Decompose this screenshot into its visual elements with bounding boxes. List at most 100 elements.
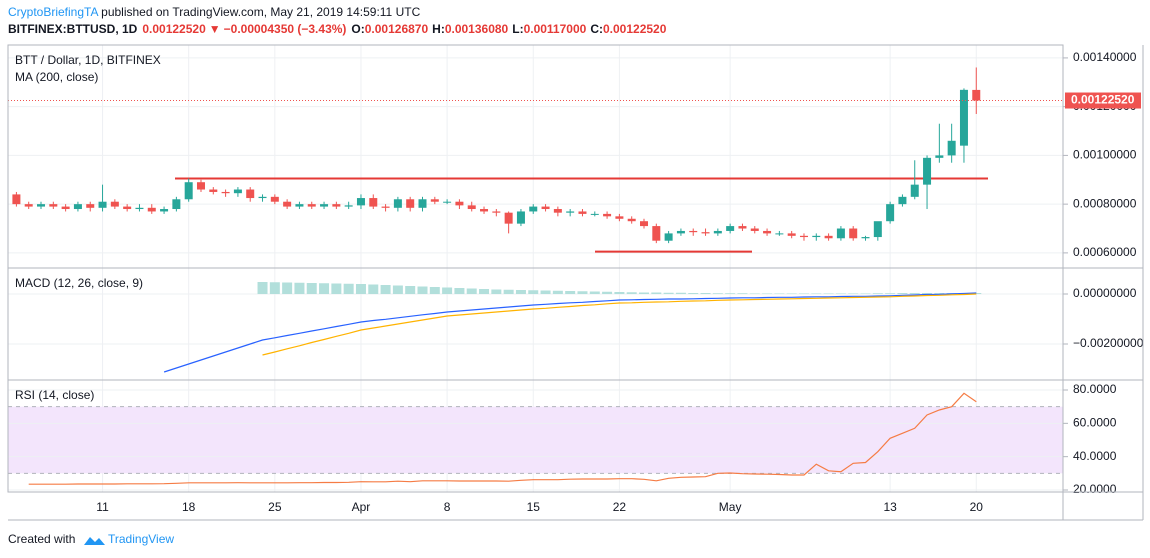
- candle-body: [160, 209, 169, 212]
- histogram-bar: [934, 293, 945, 294]
- histogram-bar: [798, 293, 809, 294]
- candle-body: [861, 237, 870, 239]
- histogram-bar: [589, 291, 600, 294]
- candle-body: [369, 198, 378, 207]
- y-tick-label: 0.00100000: [1073, 148, 1137, 162]
- candle-body: [492, 211, 501, 213]
- candle-body: [246, 189, 255, 199]
- plot-area: 11 18 25 Apr 8 15 22 May 13 20 0.00060000 0.0008000…: [8, 45, 1144, 514]
- y-tick-label: 20.0000: [1073, 482, 1117, 496]
- candle-body: [307, 204, 316, 207]
- candle-body: [406, 199, 415, 208]
- candle-body: [467, 205, 476, 210]
- candle-body: [455, 201, 464, 206]
- candle-body: [418, 199, 427, 208]
- rsi-band: [8, 406, 1063, 474]
- series-line: [262, 293, 977, 356]
- l: 0.00117000: [524, 22, 587, 36]
- histogram-bar: [688, 293, 699, 294]
- last-price-box: [1065, 92, 1141, 109]
- candle-body: [356, 198, 365, 206]
- candle-body: [184, 182, 193, 200]
- histogram-bar: [922, 293, 933, 294]
- candle-body: [701, 232, 710, 234]
- candle-body: [923, 157, 932, 185]
- candle-body: [566, 211, 575, 213]
- histogram-bar: [811, 293, 822, 294]
- candle-body: [123, 206, 132, 210]
- candle-body: [110, 201, 119, 207]
- candle-body: [24, 204, 33, 207]
- x-tick-label: Apr: [352, 500, 371, 514]
- candle-body: [233, 189, 242, 194]
- candle-body: [898, 196, 907, 205]
- candle-body: [910, 184, 919, 197]
- candle-body: [49, 204, 58, 207]
- candle-body: [393, 199, 402, 208]
- histogram-bar: [442, 287, 453, 294]
- y-tick-label: 60.0000: [1073, 416, 1117, 430]
- x-tick-label: 18: [182, 500, 196, 514]
- histogram-bar: [355, 284, 366, 294]
- histogram-bar: [257, 282, 268, 294]
- histogram-bar: [749, 293, 760, 294]
- histogram-bar: [515, 290, 526, 294]
- histogram-bar: [737, 293, 748, 294]
- y-tick-label: 0.00000000: [1073, 286, 1137, 300]
- candle-body: [12, 194, 21, 205]
- legend-text: MA (200, close): [15, 70, 98, 84]
- candle-body: [935, 155, 944, 158]
- histogram-bar: [675, 292, 686, 294]
- candle-body: [270, 196, 279, 202]
- author: CryptoBriefingTA: [8, 5, 98, 19]
- candle-body: [689, 230, 698, 233]
- candle-body: [516, 211, 525, 224]
- l-label: L:: [512, 22, 523, 36]
- legend-text: MACD (12, 26, close, 9): [15, 276, 143, 290]
- candle-body: [529, 206, 538, 212]
- candle-body: [147, 207, 156, 212]
- y-tick-label: 0.00080000: [1073, 196, 1137, 210]
- histogram-bar: [860, 293, 871, 294]
- header-line2: BITFINEX:BTTUSD, 1D 0.00122520 ▼ −0.0000435…: [8, 22, 667, 36]
- legend-text: BTT / Dollar, 1D, BITFINEX: [15, 53, 161, 67]
- candle-body: [590, 213, 599, 215]
- y-tick-label: 0.00140000: [1073, 50, 1137, 64]
- series-line: [28, 392, 977, 485]
- histogram-bar: [823, 293, 834, 294]
- candle-body: [775, 233, 784, 235]
- footer-brand: TradingView: [108, 532, 174, 546]
- logo: [84, 537, 105, 545]
- candle-body: [713, 230, 722, 234]
- candle-body: [221, 191, 230, 194]
- candle-body: [886, 204, 895, 222]
- histogram-bar: [663, 292, 674, 294]
- series-line: [163, 292, 977, 373]
- x-tick-label: 25: [268, 500, 282, 514]
- histogram-bar: [897, 293, 908, 294]
- histogram-bar: [503, 289, 514, 294]
- candle-body: [98, 201, 107, 208]
- candle-body: [332, 204, 341, 207]
- histogram-bar: [466, 288, 477, 294]
- candle-body: [283, 201, 292, 207]
- histogram-bar: [762, 293, 773, 294]
- candle-body: [627, 218, 636, 222]
- histogram-bar: [429, 287, 440, 294]
- pane-frame: [7, 44, 1144, 521]
- candle-body: [578, 211, 587, 214]
- histogram-bar: [331, 283, 342, 294]
- candle-body: [787, 233, 796, 236]
- histogram-bar: [774, 293, 785, 294]
- histogram-bar: [835, 293, 846, 294]
- legend-text: RSI (14, close): [15, 388, 94, 402]
- y-tick-label: 0.00060000: [1073, 245, 1137, 259]
- candle-body: [947, 140, 956, 156]
- histogram-bar: [368, 284, 379, 294]
- candle-body: [504, 212, 513, 224]
- h: 0.00136080: [445, 22, 509, 36]
- candle-body: [849, 228, 858, 239]
- candle-body: [664, 233, 673, 241]
- histogram-bar: [712, 293, 723, 294]
- histogram-bar: [700, 293, 711, 294]
